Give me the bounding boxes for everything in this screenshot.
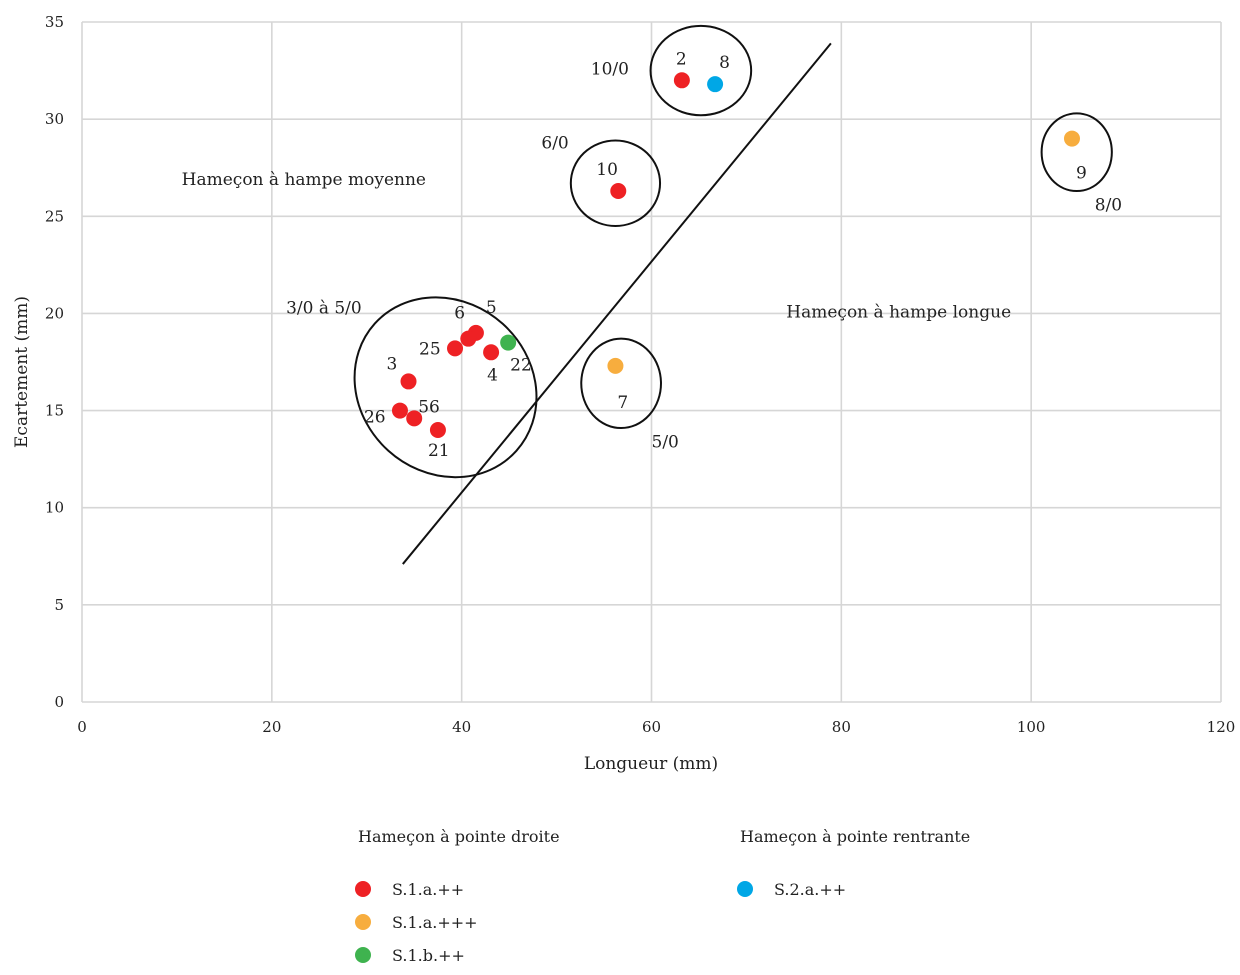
data-point bbox=[610, 183, 627, 200]
y-tick-label: 35 bbox=[45, 13, 64, 31]
x-tick-label: 60 bbox=[642, 718, 661, 736]
legend-entry-label: S.2.a.++ bbox=[774, 880, 846, 899]
data-point bbox=[607, 357, 624, 374]
legend-entry-label: S.1.a.++ bbox=[392, 880, 464, 899]
x-tick-label: 0 bbox=[77, 718, 87, 736]
legend-marker bbox=[355, 881, 371, 897]
x-axis-ticks: 0 20 40 60 80 100 120 bbox=[77, 718, 1235, 736]
legend-group-title: Hameçon à pointe droite bbox=[358, 827, 560, 846]
legend-marker bbox=[355, 914, 371, 930]
x-axis-title: Longueur (mm) bbox=[584, 754, 718, 774]
y-axis-ticks: 0 5 10 15 20 25 30 35 bbox=[45, 13, 64, 711]
legend-entry-label: S.1.a.+++ bbox=[392, 913, 478, 932]
x-tick-label: 20 bbox=[262, 718, 281, 736]
x-tick-label: 40 bbox=[452, 718, 471, 736]
group-ellipses bbox=[353, 24, 1113, 479]
y-tick-label: 10 bbox=[45, 499, 64, 517]
data-point bbox=[500, 334, 517, 351]
group-ellipse bbox=[1040, 112, 1113, 193]
y-tick-label: 20 bbox=[45, 304, 64, 322]
annotation-text: Hameçon à hampe longue bbox=[786, 302, 1011, 322]
annotations: Hameçon à hampe moyenne Hameçon à hampe l… bbox=[182, 59, 1122, 452]
annotation-text: Hameçon à hampe moyenne bbox=[182, 170, 426, 190]
data-point bbox=[460, 330, 477, 347]
y-tick-label: 30 bbox=[45, 110, 64, 128]
data-point bbox=[429, 422, 446, 438]
group-ellipse bbox=[649, 24, 753, 117]
data-point bbox=[391, 402, 408, 419]
point-label: 4 bbox=[487, 365, 498, 385]
data-point bbox=[1063, 130, 1080, 147]
data-point bbox=[483, 344, 500, 361]
point-label: 9 bbox=[1076, 164, 1087, 184]
legend: Hameçon à pointe droite S.1.a.++ S.1.a.+++… bbox=[355, 827, 970, 965]
data-point bbox=[406, 410, 423, 427]
annotation-text: 5/0 bbox=[652, 432, 679, 452]
annotation-text: 10/0 bbox=[591, 59, 629, 79]
y-tick-label: 5 bbox=[54, 596, 64, 614]
point-label: 26 bbox=[364, 408, 386, 428]
point-label: 5 bbox=[486, 298, 497, 318]
point-label: 22 bbox=[510, 356, 532, 376]
data-point bbox=[707, 76, 724, 93]
annotation-text: 3/0 à 5/0 bbox=[286, 298, 362, 318]
data-points bbox=[391, 72, 1080, 438]
divider-line bbox=[402, 42, 832, 565]
annotation-text: 8/0 bbox=[1095, 195, 1122, 215]
group-ellipse bbox=[569, 139, 662, 227]
y-axis-title: Ecartement (mm) bbox=[12, 296, 32, 448]
point-label: 56 bbox=[418, 397, 440, 417]
point-label: 8 bbox=[719, 53, 730, 73]
legend-marker bbox=[355, 947, 371, 963]
legend-entry-label: S.1.b.++ bbox=[392, 946, 465, 965]
point-label: 6 bbox=[454, 304, 465, 324]
legend-marker bbox=[737, 881, 753, 897]
y-tick-label: 0 bbox=[54, 693, 64, 711]
point-label: 10 bbox=[596, 160, 618, 180]
group-ellipse bbox=[580, 337, 662, 430]
x-tick-label: 120 bbox=[1207, 718, 1236, 736]
point-label: 3 bbox=[387, 354, 398, 374]
point-label: 25 bbox=[419, 339, 441, 359]
data-point bbox=[673, 72, 690, 89]
point-label: 21 bbox=[428, 441, 450, 461]
y-tick-label: 25 bbox=[45, 207, 64, 225]
x-tick-label: 100 bbox=[1017, 718, 1046, 736]
point-label: 7 bbox=[617, 393, 628, 413]
grid-lines bbox=[81, 21, 1222, 703]
group-ellipse bbox=[353, 296, 538, 479]
legend-group-title: Hameçon à pointe rentrante bbox=[740, 827, 970, 846]
annotation-text: 6/0 bbox=[541, 133, 568, 153]
divider-line-layer bbox=[402, 42, 832, 565]
point-label: 2 bbox=[676, 49, 687, 69]
data-point bbox=[400, 373, 417, 390]
y-tick-label: 15 bbox=[45, 402, 64, 420]
data-point bbox=[447, 340, 464, 357]
x-tick-label: 80 bbox=[832, 718, 851, 736]
